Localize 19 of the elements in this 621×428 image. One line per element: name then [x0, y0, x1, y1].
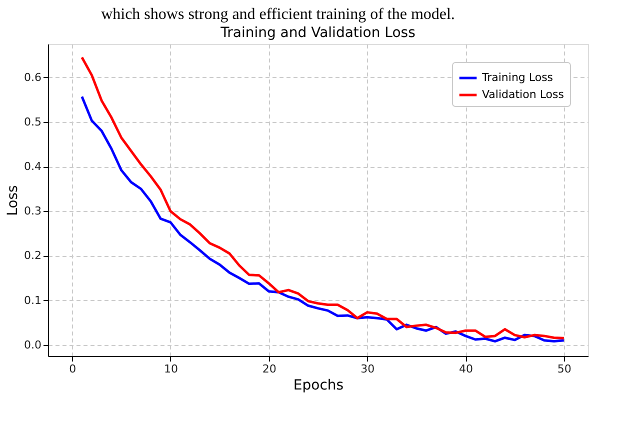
chart-title: Training and Validation Loss — [220, 25, 416, 41]
y-tick-label: 0.5 — [24, 116, 42, 128]
x-tick-label: 40 — [459, 362, 474, 376]
y-tick-label: 0.2 — [24, 249, 42, 262]
x-tick-label: 0 — [69, 362, 76, 376]
y-tick-label: 0.1 — [24, 294, 42, 307]
y-tick-label: 0.6 — [24, 70, 42, 84]
x-tick-label: 30 — [360, 362, 375, 376]
legend-label: Validation Loss — [482, 88, 564, 101]
x-tick-label: 50 — [557, 362, 572, 376]
y-tick-label: 0.3 — [24, 204, 42, 218]
y-tick-label: 0.4 — [24, 160, 42, 174]
text: which shows strong and efficient training of the model. — [101, 6, 455, 23]
y-tick-label: 0.0 — [24, 338, 42, 352]
x-tick-label: 10 — [164, 362, 178, 376]
x-tick-label: 20 — [262, 362, 276, 376]
y-axis-title: Loss — [5, 185, 22, 216]
legend-label: Training Loss — [481, 71, 554, 84]
x-axis-title: Epochs — [293, 378, 344, 394]
